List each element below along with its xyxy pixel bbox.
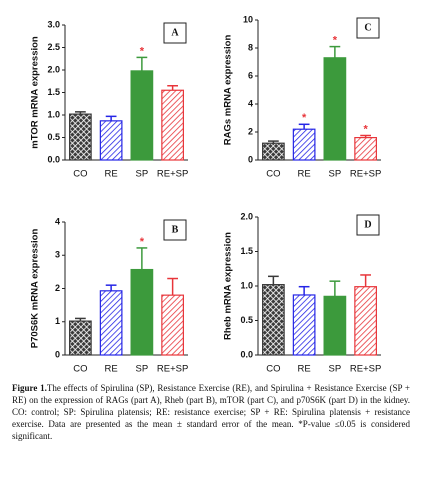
x-tick-label: RE bbox=[298, 169, 311, 180]
x-tick-label: RE bbox=[105, 169, 118, 180]
bar bbox=[323, 57, 347, 161]
panel-box bbox=[163, 22, 187, 44]
x-tick-label: RE+SP bbox=[350, 169, 381, 180]
caption-text: The effects of Spirulina (SP), Resistanc… bbox=[12, 383, 410, 441]
significance-marker: * bbox=[140, 236, 145, 248]
panel-label: D bbox=[364, 219, 371, 230]
panel-label: B bbox=[172, 224, 179, 235]
y-tick-label: 2 bbox=[55, 283, 60, 293]
y-tick-label: 0 bbox=[55, 349, 60, 359]
significance-marker: * bbox=[302, 112, 307, 124]
bar bbox=[262, 142, 285, 161]
y-tick-label: 0 bbox=[248, 154, 253, 164]
y-tick-label: 3 bbox=[55, 250, 60, 260]
bar bbox=[292, 294, 316, 356]
y-tick-label: 0.0 bbox=[47, 154, 60, 164]
x-tick-label: CO bbox=[266, 169, 280, 180]
x-tick-label: SP bbox=[136, 364, 149, 375]
bar bbox=[69, 113, 92, 161]
y-tick-label: 1.0 bbox=[47, 109, 60, 119]
x-tick-label: RE bbox=[298, 364, 311, 375]
y-tick-label: 1.0 bbox=[240, 280, 253, 290]
y-tick-label: 4 bbox=[248, 98, 253, 108]
x-tick-label: RE bbox=[105, 364, 118, 375]
y-tick-label: 10 bbox=[243, 14, 253, 24]
panel-label: C bbox=[364, 22, 371, 33]
significance-marker: * bbox=[333, 35, 338, 47]
figure: 0.0 0.5 1.0 1.5 2.0 2.5 3.0 mTOR mRNA expressio… bbox=[30, 14, 382, 375]
bar bbox=[262, 284, 285, 356]
panel-box bbox=[163, 219, 187, 241]
x-tick-label: CO bbox=[73, 364, 87, 375]
x-tick-label: SP bbox=[329, 364, 342, 375]
bar bbox=[161, 294, 184, 356]
y-tick-label: 0.5 bbox=[240, 315, 253, 325]
y-tick-label: 4 bbox=[55, 216, 60, 226]
y-tick-label: 1.5 bbox=[240, 246, 253, 256]
bar bbox=[130, 268, 154, 356]
bar bbox=[130, 70, 154, 161]
y-tick-label: 1.5 bbox=[47, 87, 60, 97]
bar bbox=[323, 295, 347, 356]
panel-label: A bbox=[171, 27, 179, 38]
y-tick-label: 3.0 bbox=[47, 19, 60, 29]
y-axis-label: mTOR mRNA expression bbox=[30, 36, 41, 149]
x-tick-label: CO bbox=[266, 364, 280, 375]
bar bbox=[292, 128, 316, 161]
y-tick-label: 2.0 bbox=[240, 211, 253, 221]
y-tick-label: 1 bbox=[55, 316, 60, 326]
x-tick-label: SP bbox=[136, 169, 149, 180]
y-axis-label: Rheb mRNA expression bbox=[223, 232, 234, 340]
bar bbox=[69, 320, 92, 356]
bar bbox=[354, 137, 377, 161]
caption-label: Figure 1. bbox=[12, 383, 47, 393]
x-tick-label: RE+SP bbox=[157, 169, 188, 180]
bar bbox=[354, 286, 377, 356]
x-tick-label: CO bbox=[73, 169, 87, 180]
y-tick-label: 8 bbox=[248, 42, 253, 52]
significance-marker: * bbox=[140, 45, 145, 57]
panel-box bbox=[356, 17, 380, 39]
y-axis-label: RAGs mRNA expression bbox=[223, 35, 234, 146]
bar bbox=[161, 89, 184, 161]
y-tick-label: 2.5 bbox=[47, 42, 60, 52]
y-tick-label: 0.5 bbox=[47, 132, 60, 142]
bar bbox=[99, 290, 123, 356]
significance-marker: * bbox=[363, 123, 368, 135]
x-tick-label: RE+SP bbox=[157, 364, 188, 375]
y-tick-label: 6 bbox=[248, 70, 253, 80]
y-axis-label: P70S6K mRNA expression bbox=[30, 229, 41, 349]
x-tick-label: SP bbox=[329, 169, 342, 180]
y-tick-label: 2.0 bbox=[47, 64, 60, 74]
bar bbox=[99, 120, 123, 161]
panel-box bbox=[356, 214, 380, 236]
x-tick-label: RE+SP bbox=[350, 364, 381, 375]
y-tick-label: 0.0 bbox=[240, 349, 253, 359]
caption: Figure 1.The effects of Spirulina (SP), … bbox=[12, 382, 410, 442]
y-tick-label: 2 bbox=[248, 126, 253, 136]
